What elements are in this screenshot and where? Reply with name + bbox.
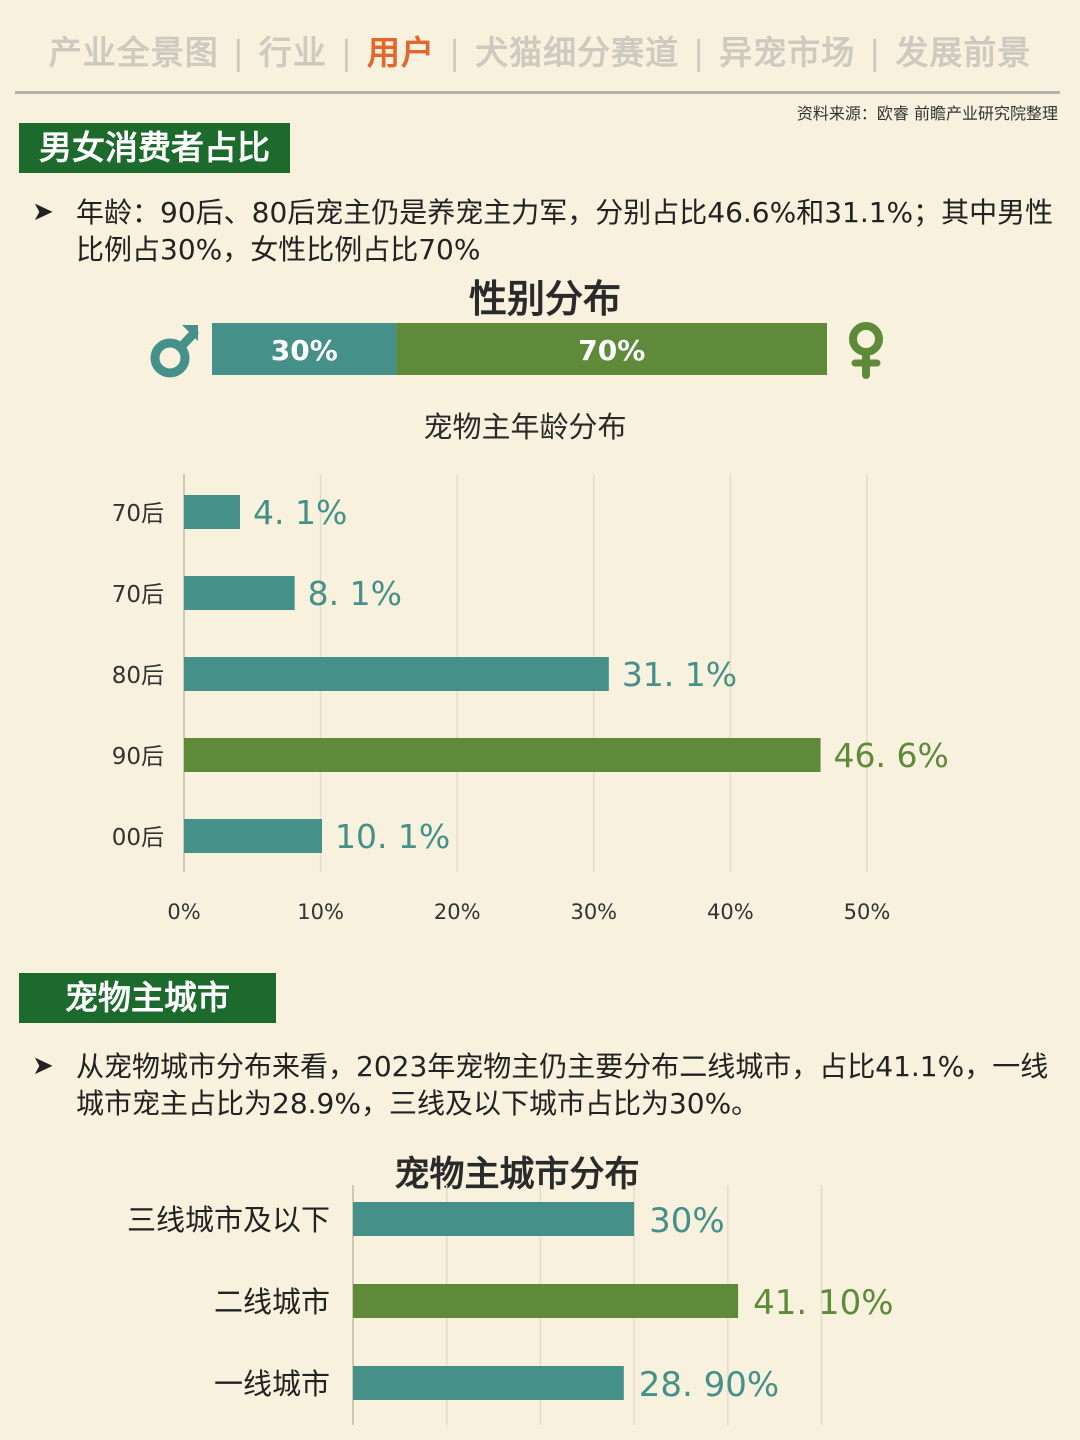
nav-separator: | (693, 33, 706, 72)
age-category-label-4: 00后 (112, 825, 164, 851)
nav-separator: | (869, 33, 882, 72)
section-tag-city: 宠物主城市 (19, 973, 276, 1023)
bullet-age-gender: ➤ 年龄：90后、80后宠主仍是养宠主力军，分别占比46.6%和31.1%；其中… (32, 194, 1062, 268)
bullet-arrow-icon: ➤ (32, 197, 54, 227)
nav-separator: | (448, 33, 462, 72)
female-symbol-icon (849, 322, 883, 379)
city-value-label-0: 30% (649, 1201, 725, 1241)
city-value-label-1: 41. 10% (753, 1283, 893, 1323)
age-category-label-1: 70后 (112, 582, 164, 608)
age-chart-title: 宠物主年龄分布 (423, 410, 627, 444)
age-value-label-4: 10. 1% (335, 817, 450, 856)
age-bar-3 (184, 738, 821, 772)
nav-item-5[interactable]: 发展前景 (895, 33, 1032, 72)
age-category-label-0: 70后 (112, 501, 164, 527)
nav-separator: | (340, 33, 353, 72)
city-chart: 三线城市及以下 30% 二线城市 41. 10% 一线城市 28. 90% (127, 1185, 894, 1425)
male-arrowhead (182, 325, 198, 341)
city-value-label-2: 28. 90% (639, 1365, 779, 1405)
section-tag-gender: 男女消费者占比 (19, 123, 290, 173)
gender-bar-0 (212, 323, 397, 375)
gender-bar-1 (396, 323, 827, 375)
city-bar-2 (353, 1366, 624, 1400)
nav-divider (15, 91, 1060, 94)
age-bar-1 (184, 576, 295, 610)
age-value-label-1: 8. 1% (308, 574, 402, 613)
source-note: 资料来源：欧睿 前瞻产业研究院整理 (796, 104, 1058, 123)
age-chart: 0% 10% 20% 30% 40% 50% 70后 4. 1% 70后 8. 1% 80后 31. … (112, 474, 949, 924)
nav-item-2[interactable]: 用户 (366, 33, 435, 72)
age-bar-0 (184, 495, 241, 529)
age-category-label-3: 90后 (112, 744, 164, 770)
male-symbol-icon (150, 325, 199, 378)
age-xtick-label-3: 30% (570, 900, 617, 924)
nav-item-1[interactable]: 行业 (258, 33, 327, 72)
city-category-label-2: 一线城市 (214, 1367, 330, 1401)
nav-item-0[interactable]: 产业全景图 (48, 33, 219, 72)
age-value-label-3: 46. 6% (834, 736, 949, 775)
age-bar-2 (184, 657, 609, 691)
age-xtick-label-0: 0% (167, 900, 200, 924)
city-category-label-1: 二线城市 (214, 1285, 330, 1319)
bullet-arrow-icon: ➤ (32, 1051, 54, 1081)
city-category-label-0: 三线城市及以下 (127, 1203, 330, 1237)
city-bar-0 (353, 1202, 635, 1236)
age-xtick-label-4: 40% (707, 900, 754, 924)
top-nav: 产业全景图 | 行业 | 用户 | 犬猫细分赛道 | 异宠市场 | 发展前景 (0, 26, 1080, 74)
age-value-label-2: 31. 1% (622, 655, 737, 694)
gender-bar-label-1: 70% (578, 334, 645, 367)
age-xtick-label-2: 20% (434, 900, 481, 924)
gender-chart: 30% 70% (150, 322, 883, 379)
city-chart-title: 宠物主城市分布 (394, 1155, 640, 1195)
gender-chart-title: 性别分布 (468, 277, 621, 321)
bullet-text: 从宠物城市分布来看，2023年宠物主仍主要分布二线城市，占比41.1%，一线城市… (76, 1050, 1049, 1120)
age-bar-4 (184, 819, 322, 853)
gender-bar-label-0: 30% (271, 334, 338, 367)
age-value-label-0: 4. 1% (253, 493, 347, 532)
age-xtick-label-1: 10% (297, 900, 344, 924)
bullet-city: ➤ 从宠物城市分布来看，2023年宠物主仍主要分布二线城市，占比41.1%，一线… (32, 1048, 1062, 1122)
nav-separator: | (232, 33, 245, 72)
age-xtick-label-5: 50% (844, 900, 891, 924)
male-shaft (176, 328, 199, 352)
nav-item-4[interactable]: 异宠市场 (719, 33, 856, 72)
city-bar-1 (353, 1284, 739, 1318)
bullet-text: 年龄：90后、80后宠主仍是养宠主力军，分别占比46.6%和31.1%；其中男性… (76, 196, 1054, 266)
male-ring (150, 338, 190, 378)
age-category-label-2: 80后 (112, 663, 164, 689)
nav-item-3[interactable]: 犬猫细分赛道 (475, 33, 680, 72)
